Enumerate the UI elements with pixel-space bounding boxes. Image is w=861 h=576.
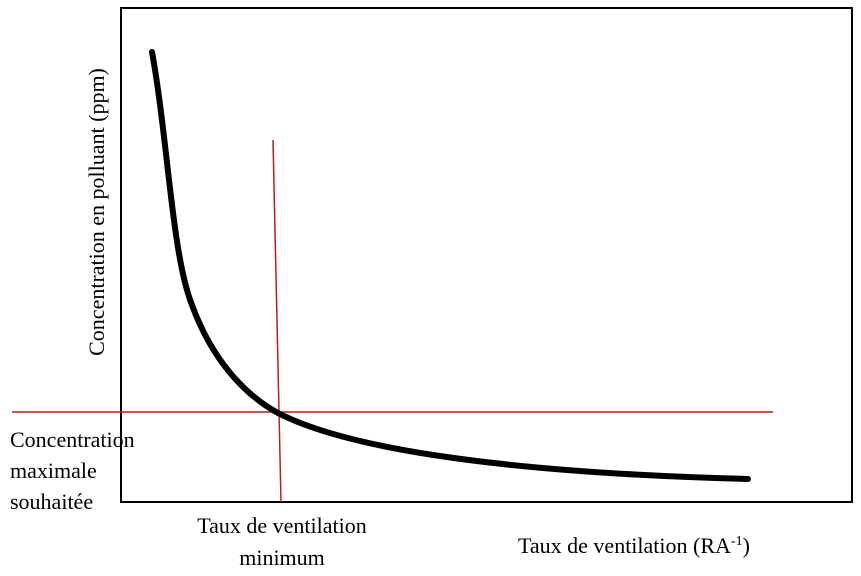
x-axis-label-end: ) xyxy=(743,533,750,558)
max-concentration-label: Concentration xyxy=(10,427,135,452)
plot-frame xyxy=(120,7,853,503)
x-axis-label: Taux de ventilation (RA-1) xyxy=(518,533,750,558)
x-axis-label-text: Taux de ventilation (RA xyxy=(518,533,731,558)
max-concentration-label: maximale xyxy=(10,458,97,483)
min-ventilation-line xyxy=(272,139,282,503)
min-ventilation-label: minimum xyxy=(239,545,325,570)
concentration-curve xyxy=(149,49,751,482)
y-axis-label: Concentration en polluant (ppm) xyxy=(84,68,109,356)
min-ventilation-label: Taux de ventilation xyxy=(197,513,367,538)
x-axis-label-superscript: -1 xyxy=(731,534,743,549)
max-concentration-label: souhaitée xyxy=(10,489,93,514)
